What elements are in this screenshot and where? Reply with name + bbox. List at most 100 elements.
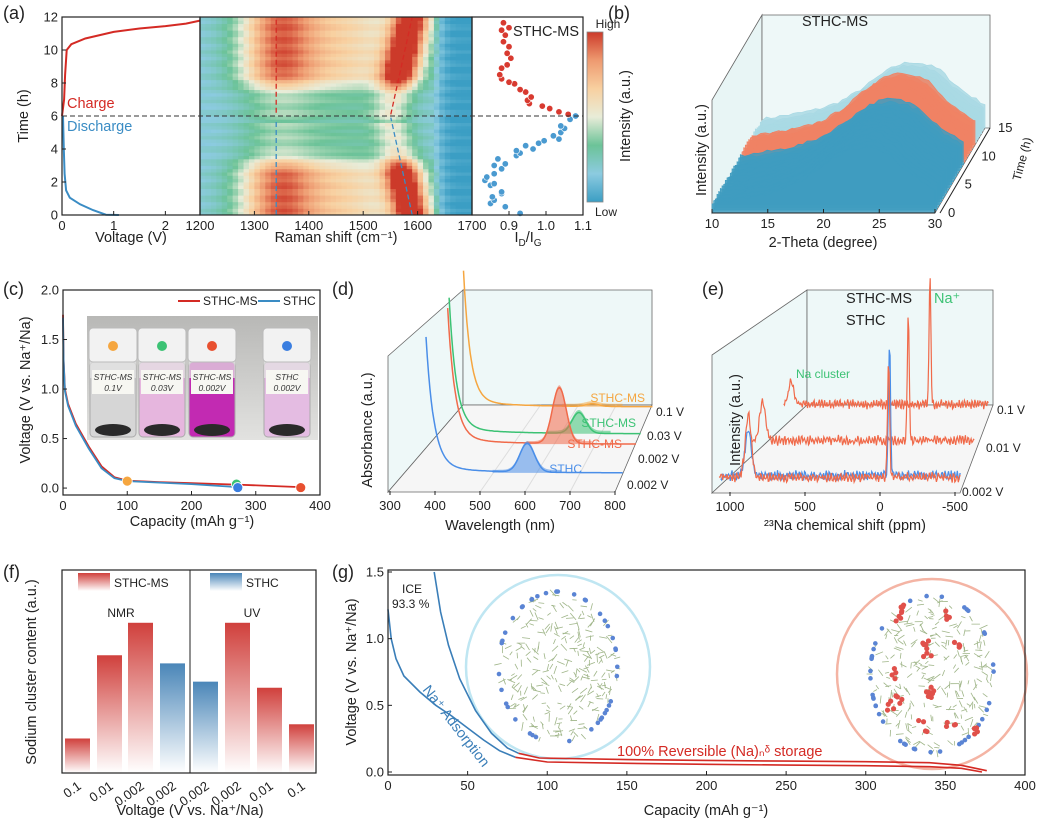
heatmap-cell: [216, 73, 223, 77]
heatmap-cell: [368, 158, 375, 163]
panel-label-b: (b): [608, 3, 630, 23]
heatmap-cell: [439, 172, 446, 176]
heatmap-cell: [287, 145, 293, 150]
heatmap-cell: [200, 112, 206, 117]
heatmap-cell: [216, 122, 223, 127]
heatmap-cell: [325, 106, 331, 110]
heatmap-cell: [439, 139, 446, 143]
heatmap-cell: [406, 86, 413, 90]
heatmap-cell: [276, 175, 282, 180]
heatmap-cell: [357, 36, 364, 41]
heatmap-cell: [216, 26, 223, 31]
heatmap-cell: [439, 86, 446, 90]
heatmap-cell: [227, 92, 234, 97]
heatmap-cell: [292, 195, 299, 199]
heatmap-cell: [232, 178, 239, 183]
na-ion-atom: [984, 707, 990, 713]
heatmap-cell: [455, 66, 462, 71]
carbon-network-bond: [597, 685, 604, 690]
heatmap-cell: [341, 33, 348, 38]
heatmap-cell: [221, 40, 228, 44]
heatmap-cell: [200, 155, 206, 160]
heatmap-cell: [374, 56, 380, 61]
heatmap-cell: [395, 168, 402, 173]
heatmap-cell: [281, 26, 288, 31]
heatmap-cell: [243, 201, 250, 206]
heatmap-cell: [281, 122, 288, 127]
na-ion-atom: [595, 720, 601, 726]
heatmap-cell: [325, 155, 331, 160]
heatmap-cell: [423, 20, 429, 24]
heatmap-cell: [450, 208, 457, 213]
heatmap-cell: [227, 149, 234, 153]
heatmap-cell: [428, 50, 435, 54]
carbon-network-bond: [533, 656, 539, 660]
heatmap-cell: [265, 79, 272, 84]
heatmap-cell: [205, 89, 212, 94]
heatmap-cell: [461, 17, 467, 21]
heatmap-cell: [314, 20, 321, 24]
heatmap-cell: [428, 56, 435, 61]
heatmap-cell: [439, 17, 446, 21]
heatmap-cell: [412, 73, 418, 77]
heatmap-cell: [238, 20, 244, 24]
heatmap-cell: [406, 102, 413, 107]
heatmap-cell: [325, 23, 331, 28]
heatmap-cell: [292, 178, 299, 183]
heatmap-cell: [417, 99, 424, 104]
carbon-network-bond: [583, 673, 590, 677]
heatmap-cell: [292, 79, 299, 84]
heatmap-cell: [254, 142, 261, 147]
heatmap-cell: [276, 89, 282, 94]
heatmap-cell: [221, 162, 228, 166]
heatmap-cell: [379, 122, 386, 127]
heatmap-cell: [243, 69, 250, 74]
heatmap-cell: [292, 135, 299, 140]
heatmap-cell: [259, 59, 266, 64]
heatmap-cell: [379, 158, 386, 163]
heatmap-cell: [281, 142, 288, 147]
heatmap-cell: [319, 30, 326, 34]
carbon-network-bond: [981, 663, 988, 669]
heatmap-cell: [341, 79, 348, 84]
heatmap-cell: [450, 188, 457, 193]
heatmap-cell: [374, 76, 380, 81]
heatmap-cell: [216, 36, 223, 41]
heatmap-cell: [341, 152, 348, 156]
heatmap-cell: [450, 96, 457, 100]
heatmap-cell: [466, 26, 473, 31]
carbon-network-bond: [941, 644, 947, 650]
heatmap-cell: [363, 175, 370, 180]
heatmap-cell: [455, 142, 462, 147]
heatmap-cell: [270, 158, 277, 163]
heatmap-cell: [205, 73, 212, 77]
heatmap-cell: [395, 56, 402, 61]
heatmap-cell: [439, 182, 446, 186]
carbon-network-bond: [886, 676, 891, 679]
heatmap-cell: [276, 158, 282, 163]
heatmap-cell: [227, 56, 234, 61]
heatmap-cell: [336, 66, 342, 71]
heatmap-cell: [395, 26, 402, 31]
group-label-uv: UV: [244, 606, 261, 620]
heatmap-cell: [287, 135, 293, 140]
heatmap-cell: [363, 73, 370, 77]
heatmap-cell: [210, 63, 217, 67]
carbon-network-bond: [578, 628, 581, 638]
x-axis-label-part: /I: [526, 230, 534, 246]
heatmap-cell: [341, 191, 348, 196]
heatmap-cell: [439, 79, 446, 84]
heatmap-cell: [287, 182, 293, 186]
carbon-network-bond: [597, 651, 605, 654]
heatmap-cell: [216, 188, 223, 193]
vials-photo-inset: STHC-MS0.1VSTHC-MS0.03VSTHC-MS0.002VSTHC…: [87, 316, 318, 440]
x-tick-label: 0: [876, 499, 883, 514]
heatmap-cell: [292, 149, 299, 153]
heatmap-cell: [319, 119, 326, 123]
heatmap-cell: [461, 112, 467, 117]
heatmap-cell: [248, 185, 255, 189]
heatmap-cell: [401, 191, 408, 196]
heatmap-cell: [450, 20, 457, 24]
carbon-network-bond: [582, 676, 591, 680]
heatmap-cell: [406, 175, 413, 180]
